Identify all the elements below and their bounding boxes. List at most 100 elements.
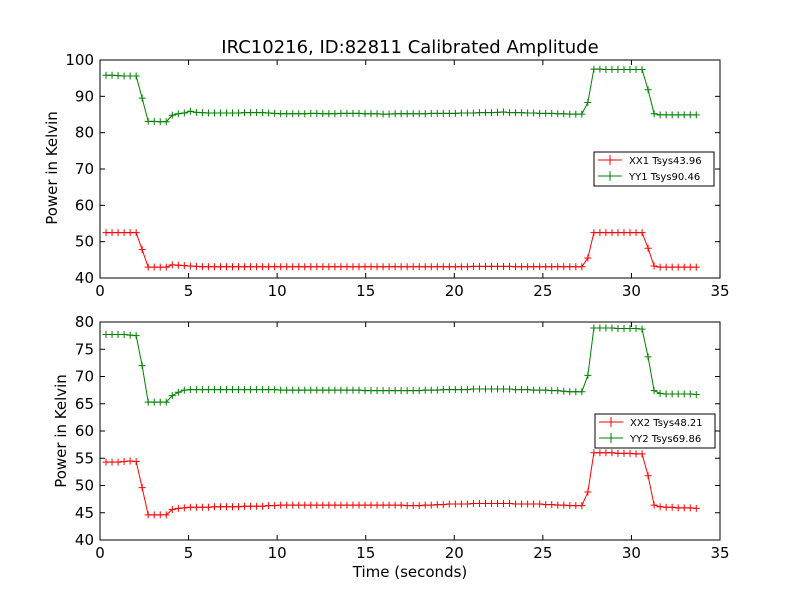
- top-series-0-point: [373, 263, 381, 271]
- top-series-0-point: [656, 263, 664, 271]
- top-series-0-point: [204, 263, 212, 271]
- bottom-series-1-point: [626, 325, 634, 333]
- top-series-0-point: [126, 229, 134, 237]
- top-series-1-point: [602, 65, 610, 73]
- bottom-series-1-point: [632, 325, 640, 333]
- top-series-1-point: [409, 110, 417, 118]
- top-y-tick-label: 80: [75, 124, 94, 142]
- bottom-series-0-point: [403, 502, 411, 510]
- top-series-0-point: [271, 263, 279, 271]
- top-series-1-point: [494, 108, 502, 116]
- bottom-series-0-point: [174, 504, 182, 512]
- top-series-0-point: [301, 263, 309, 271]
- bottom-series-1-point: [548, 387, 556, 395]
- top-series-1-point: [421, 110, 429, 118]
- top-legend: XX1 Tsys43.96 YY1 Tsys90.46: [593, 151, 715, 187]
- top-series-1-point: [536, 109, 544, 117]
- top-series-1-point: [289, 110, 297, 118]
- top-series-1-point: [283, 110, 291, 118]
- bottom-series-0-point: [235, 503, 243, 511]
- top-x-tick-label: 25: [533, 282, 552, 300]
- bottom-series-1-point: [259, 386, 267, 394]
- top-series-0-point: [433, 263, 441, 271]
- bottom-series-1-point: [566, 388, 574, 396]
- top-series-1-point: [674, 111, 682, 119]
- bottom-series-0-point: [319, 501, 327, 509]
- bottom-series-1-point: [686, 390, 694, 398]
- top-series-0-point: [668, 263, 676, 271]
- bottom-x-tick-label: 35: [710, 544, 729, 562]
- top-series-1-point: [265, 109, 273, 117]
- bottom-series-0-point: [114, 458, 122, 466]
- top-x-tick-label: 0: [95, 282, 105, 300]
- top-series-0-point: [253, 263, 261, 271]
- top-series-1-point: [144, 117, 152, 125]
- bottom-series-1-point: [120, 331, 128, 339]
- top-series-1-point: [475, 109, 483, 117]
- top-series-0-point: [367, 263, 375, 271]
- bottom-series-0-point: [349, 501, 357, 509]
- top-series-0-point: [614, 229, 622, 237]
- bottom-series-0-point: [210, 503, 218, 511]
- top-series-0-point: [650, 262, 658, 270]
- bottom-series-1-point: [132, 332, 140, 340]
- top-series-1-point: [572, 110, 580, 118]
- top-series-0-point: [632, 229, 640, 237]
- bottom-series-1-point: [277, 386, 285, 394]
- top-series-0-point: [602, 229, 610, 237]
- bottom-series-1-point: [325, 386, 333, 394]
- bottom-series-1-point: [180, 386, 188, 394]
- bottom-series-1-point: [379, 387, 387, 395]
- bottom-series-1-point: [475, 385, 483, 393]
- top-series-0-point: [620, 229, 628, 237]
- bottom-series-0-point: [590, 449, 598, 457]
- bottom-series-1-point: [590, 324, 598, 332]
- top-series-0-point: [379, 263, 387, 271]
- bottom-series-1-point: [168, 392, 176, 400]
- bottom-series-1-point: [222, 386, 230, 394]
- bottom-series-1-point: [210, 386, 218, 394]
- top-series-1-point: [608, 65, 616, 73]
- bottom-series-1-point: [500, 385, 508, 393]
- bottom-series-0-point: [108, 458, 116, 466]
- bottom-series-0-point: [662, 503, 670, 511]
- bottom-series-1-point: [247, 386, 255, 394]
- bottom-series-0-point: [168, 505, 176, 513]
- bottom-series-0-point: [674, 504, 682, 512]
- top-series-1-point: [349, 109, 357, 117]
- bottom-series-0-point: [132, 458, 140, 466]
- bottom-series-0-point: [439, 501, 447, 509]
- bottom-series-0-point: [192, 503, 200, 511]
- top-series-0-point: [277, 263, 285, 271]
- bottom-series-0-point: [578, 502, 586, 510]
- bottom-series-1-point: [283, 386, 291, 394]
- top-series-0-point: [247, 263, 255, 271]
- top-series-0-point: [397, 263, 405, 271]
- bottom-legend-xx2-label: XX2 Tsys48.21: [630, 418, 703, 429]
- bottom-series-0-point: [337, 501, 345, 509]
- bottom-series-1-point: [668, 390, 676, 398]
- top-series-0-point: [337, 263, 345, 271]
- top-series-1-point: [126, 72, 134, 80]
- chart-title: IRC10216, ID:82811 Calibrated Amplitude: [221, 37, 598, 58]
- top-series-1-point: [469, 109, 477, 117]
- top-series-0-point: [560, 263, 568, 271]
- top-series-0-point: [391, 263, 399, 271]
- bottom-series-0-point: [241, 502, 249, 510]
- bottom-series-1-point: [650, 387, 658, 395]
- top-series-1-point: [415, 110, 423, 118]
- bottom-series-1-point: [524, 386, 532, 394]
- top-series-1-point: [277, 110, 285, 118]
- top-series-0-point: [475, 262, 483, 270]
- top-series-0-point: [102, 229, 110, 237]
- top-series-1-point: [584, 99, 592, 107]
- bottom-series-1-point: [445, 386, 453, 394]
- bottom-series-0-point: [560, 501, 568, 509]
- bottom-y-tick-label: 45: [75, 504, 94, 522]
- top-y-tick-label: 100: [65, 51, 94, 69]
- bottom-series-1-point: [409, 387, 417, 395]
- bottom-series-0-point: [427, 501, 435, 509]
- top-series-0-point: [361, 263, 369, 271]
- top-series-1-point: [204, 109, 212, 117]
- top-series-1-point: [331, 110, 339, 118]
